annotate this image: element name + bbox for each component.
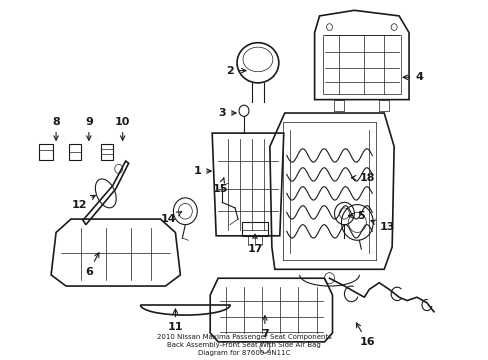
Text: 15: 15	[212, 178, 227, 194]
Text: 9: 9	[85, 117, 93, 140]
Text: 6: 6	[85, 253, 99, 276]
Text: 4: 4	[402, 72, 422, 82]
Text: 11: 11	[167, 309, 183, 332]
Text: 10: 10	[115, 117, 130, 140]
Text: 13: 13	[370, 220, 394, 232]
Text: 7: 7	[261, 316, 268, 339]
Text: 12: 12	[71, 195, 95, 210]
Text: 17: 17	[247, 234, 262, 254]
Text: 1: 1	[193, 166, 211, 176]
Text: 16: 16	[356, 323, 374, 347]
Text: 8: 8	[52, 117, 60, 140]
Text: 5: 5	[348, 211, 365, 221]
Text: 18: 18	[351, 173, 374, 183]
Text: 2: 2	[226, 66, 245, 76]
Text: 14: 14	[160, 212, 181, 224]
Text: 3: 3	[218, 108, 236, 118]
Text: 2010 Nissan Maxima Passenger Seat Components
Back Assembly-Front Seat With Side : 2010 Nissan Maxima Passenger Seat Compon…	[156, 334, 331, 356]
